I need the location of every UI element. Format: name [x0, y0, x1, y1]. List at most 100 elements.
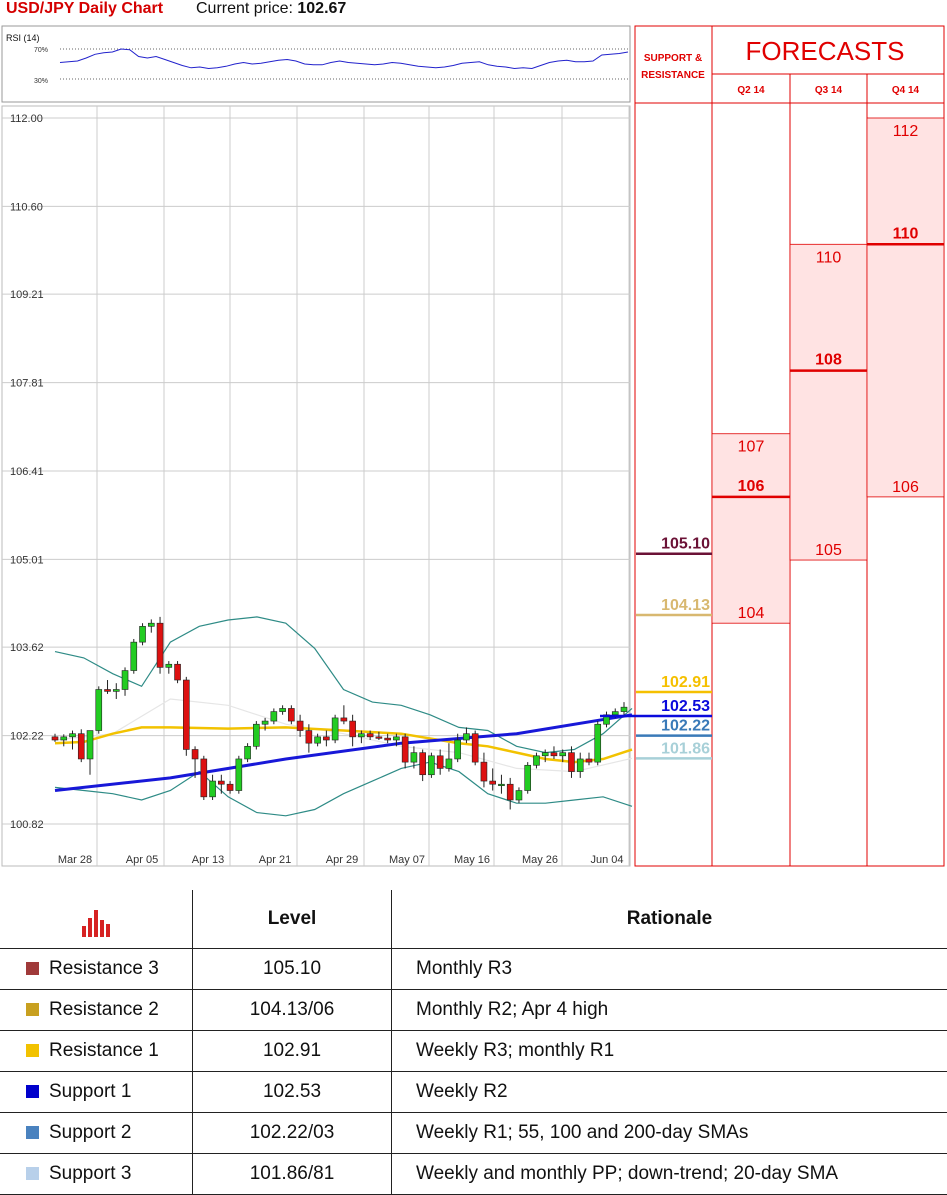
- candle-body: [113, 689, 119, 691]
- candle-body: [227, 784, 233, 790]
- candle-body: [306, 731, 312, 744]
- y-tick-label: 105.01: [10, 554, 44, 566]
- level-name-cell: Resistance 2: [0, 990, 193, 1031]
- candle-body: [455, 740, 461, 759]
- candle-body: [525, 765, 531, 790]
- rsi-panel: RSI (14) 70% 30%: [2, 26, 630, 102]
- candle-body: [183, 680, 189, 749]
- candle-body: [122, 671, 128, 690]
- candle-body: [621, 707, 627, 711]
- candle-body: [210, 781, 216, 797]
- candle-body: [148, 623, 154, 626]
- candle-body: [61, 737, 67, 740]
- x-tick-label: May 07: [389, 854, 425, 866]
- candle-body: [498, 784, 504, 786]
- forecast-mid-label: 110: [893, 225, 919, 242]
- rationale-header: Rationale: [392, 890, 947, 949]
- level-label: 104.13: [661, 597, 710, 614]
- y-tick-label: 100.82: [10, 819, 44, 831]
- candle-body: [262, 721, 268, 724]
- candle-body: [376, 737, 382, 739]
- candle-body: [428, 756, 434, 775]
- y-tick-label: 103.62: [10, 642, 44, 654]
- candle-body: [192, 749, 198, 758]
- color-swatch: [26, 962, 39, 975]
- candle-body: [341, 718, 347, 721]
- forecast-low-label: 106: [892, 479, 919, 496]
- forecast-mid-label: 108: [815, 352, 842, 369]
- y-tick-label: 110.60: [10, 201, 43, 213]
- candle-body: [280, 708, 286, 711]
- candle-body: [175, 664, 181, 680]
- candle-body: [332, 718, 338, 740]
- forecast-high-label: 107: [738, 439, 765, 456]
- level-name: Support 3: [49, 1163, 131, 1184]
- candle-body: [612, 712, 618, 715]
- level-value: 102.22/03: [193, 1113, 392, 1154]
- candle-body: [586, 759, 592, 762]
- rsi-upper-label: 70%: [34, 47, 48, 54]
- x-tick-label: Apr 29: [326, 854, 358, 866]
- color-swatch: [26, 1044, 39, 1057]
- level-name-cell: Support 3: [0, 1154, 193, 1195]
- level-name-cell: Support 2: [0, 1113, 193, 1154]
- y-tick-label: 102.22: [10, 731, 44, 743]
- color-swatch: [26, 1085, 39, 1098]
- level-rationale: Monthly R3: [392, 949, 947, 990]
- level-rationale: Monthly R2; Apr 4 high: [392, 990, 947, 1031]
- level-value: 101.86/81: [193, 1154, 392, 1195]
- level-label: 105.10: [661, 536, 710, 553]
- rsi-lower-label: 30%: [34, 78, 48, 85]
- candle-body: [516, 791, 522, 800]
- level-name: Resistance 1: [49, 1040, 159, 1061]
- level-label: 102.91: [661, 674, 710, 691]
- candle-body: [105, 689, 111, 691]
- forecast-range-box: [712, 434, 790, 623]
- sr-header-line1: SUPPORT &: [644, 53, 702, 64]
- candle-body: [595, 724, 601, 762]
- level-name-cell: Resistance 1: [0, 1031, 193, 1072]
- y-tick-label: 109.21: [10, 289, 44, 301]
- candle-body: [560, 753, 566, 756]
- forecast-panel: SUPPORT & RESISTANCE FORECASTS Q2 141071…: [600, 26, 944, 866]
- candle-body: [201, 759, 207, 797]
- level-name: Support 1: [49, 1081, 131, 1102]
- level-rationale: Weekly R3; monthly R1: [392, 1031, 947, 1072]
- level-value: 104.13/06: [193, 990, 392, 1031]
- rsi-label: RSI (14): [6, 33, 40, 43]
- candle-body: [507, 784, 513, 800]
- candle-body: [140, 626, 146, 642]
- level-value: 102.53: [193, 1072, 392, 1113]
- forecast-low-label: 104: [738, 605, 765, 622]
- candle-body: [271, 712, 277, 721]
- x-tick-label: Jun 04: [590, 854, 623, 866]
- candle-body: [551, 753, 557, 756]
- forecast-high-label: 110: [816, 249, 842, 266]
- forecast-high-label: 112: [893, 123, 919, 140]
- forecast-range-box: [867, 118, 944, 497]
- price-chart: RSI (14) 70% 30% 112.00110.60109.21107.8…: [0, 0, 947, 880]
- level-label: 102.22: [661, 718, 710, 735]
- level-rationale: Weekly and monthly PP; down-trend; 20-da…: [392, 1154, 947, 1195]
- level-rationale: Weekly R2: [392, 1072, 947, 1113]
- level-header: Level: [193, 890, 392, 949]
- candle-body: [288, 708, 294, 721]
- candle-body: [437, 756, 443, 769]
- candle-body: [446, 759, 452, 768]
- candle-body: [131, 642, 137, 670]
- candle-body: [218, 781, 224, 784]
- x-tick-label: Apr 21: [259, 854, 291, 866]
- candle-body: [323, 737, 329, 740]
- candle-body: [385, 738, 391, 740]
- level-name: Support 2: [49, 1122, 131, 1143]
- candle-body: [297, 721, 303, 730]
- candle-body: [472, 734, 478, 762]
- candle-body: [358, 734, 364, 737]
- candle-body: [402, 737, 408, 762]
